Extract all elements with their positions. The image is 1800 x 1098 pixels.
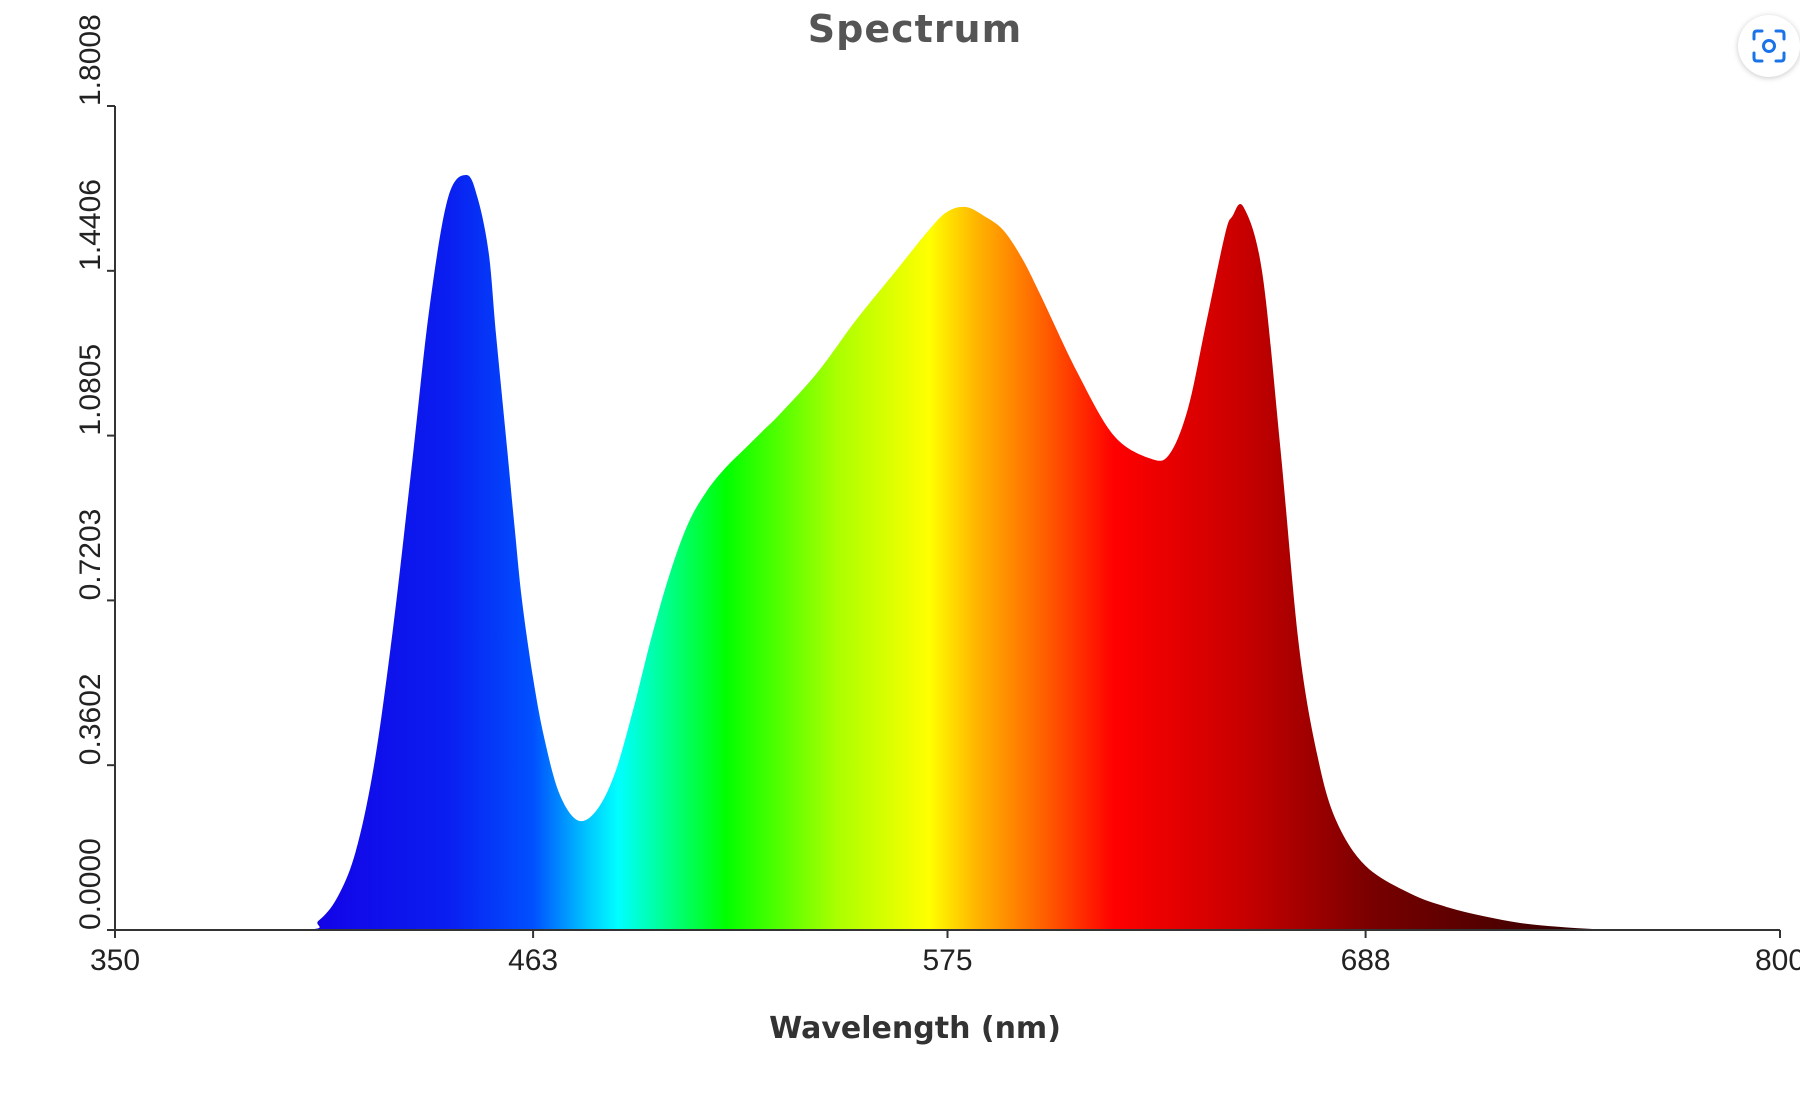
- visual-search-button[interactable]: [1738, 15, 1800, 77]
- y-tick-label: 1.4406: [74, 179, 107, 271]
- y-tick-label: 1.0805: [74, 344, 107, 436]
- x-tick-label: 800: [1755, 944, 1800, 977]
- x-tick-label: 688: [1341, 944, 1391, 977]
- x-axis-ticks: 350 463 575 688 800: [90, 930, 1800, 977]
- y-tick-label: 1.8008: [74, 14, 107, 106]
- spectrum-area: [115, 175, 1780, 930]
- x-tick-label: 350: [90, 944, 140, 977]
- y-tick-label: 0.0000: [74, 838, 107, 930]
- x-tick-label: 575: [922, 944, 972, 977]
- x-tick-label: 463: [508, 944, 558, 977]
- lens-icon: [1752, 29, 1786, 63]
- y-axis-ticks: 0.0000 0.3602 0.7203 1.0805 1.4406 1.8008: [74, 14, 115, 931]
- y-tick-label: 0.3602: [74, 673, 107, 765]
- x-axis-label: Wavelength (nm): [769, 1011, 1061, 1046]
- chart-title: Spectrum: [808, 7, 1022, 51]
- y-tick-label: 0.7203: [74, 509, 107, 601]
